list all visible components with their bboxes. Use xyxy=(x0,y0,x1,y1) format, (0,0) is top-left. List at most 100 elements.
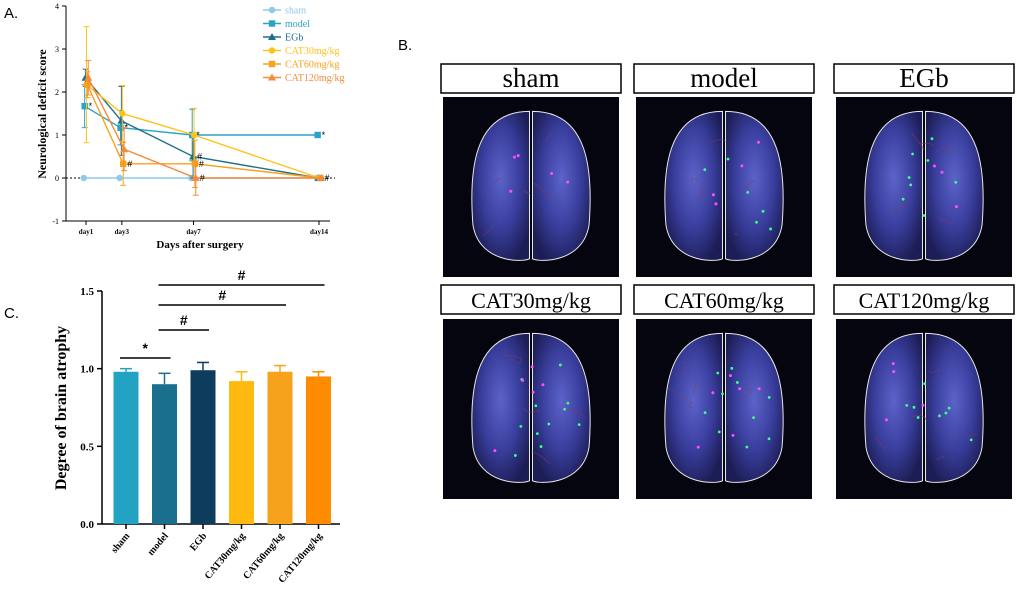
fluorescent-spot-magenta xyxy=(711,193,715,197)
brain-vessels xyxy=(668,362,752,408)
brain-panel-egb: EGb xyxy=(833,63,1015,277)
data-point xyxy=(317,174,326,181)
brain-vessel xyxy=(734,232,738,236)
brain-vessel xyxy=(482,226,493,236)
fluorescent-spot-magenta xyxy=(892,370,896,374)
fluorescent-spot-green xyxy=(534,404,538,408)
brain-panel-sham: sham xyxy=(440,63,622,277)
brain-fluorescence xyxy=(493,363,581,457)
significance-label: * xyxy=(143,340,149,356)
fluorescent-spot-green xyxy=(947,406,951,410)
brain-vessel xyxy=(688,401,694,408)
fluorescent-spot-green xyxy=(519,424,523,428)
fluorescent-spot-green xyxy=(730,366,734,370)
legend-label: EGb xyxy=(285,33,303,44)
significance-mark: # xyxy=(127,159,132,169)
legend-label: CAT60mg/kg xyxy=(285,60,339,71)
data-point xyxy=(190,131,198,139)
series-line xyxy=(86,84,320,179)
line-series-cat120mgkg: # xyxy=(84,60,326,196)
significance-mark: # xyxy=(324,173,329,183)
line-chart-ytick-label: 0 xyxy=(55,174,59,183)
brain-vessel xyxy=(692,379,698,396)
fluorescent-spot-green xyxy=(563,407,567,411)
brain-vessel xyxy=(929,368,941,374)
legend-marker xyxy=(268,20,276,27)
fluorescent-spot-green xyxy=(703,411,707,415)
fluorescent-spot-magenta xyxy=(921,403,925,407)
brain-hemisphere xyxy=(532,332,591,483)
fluorescent-spot-green xyxy=(726,157,730,161)
data-point xyxy=(81,102,88,110)
data-point xyxy=(117,116,126,124)
brain-panel-cat120mgkg: CAT120mg/kg xyxy=(833,284,1015,499)
brain-vessel xyxy=(744,180,756,190)
fluorescent-spot-green xyxy=(717,430,721,434)
panel-a-label: A. xyxy=(4,5,18,22)
brain-image-grid: sham model EGb CAT30mg/kg CAT60mg/kg CAT120mg… xyxy=(440,63,1015,499)
significance-mark: * xyxy=(89,101,93,111)
brain-vessel xyxy=(530,451,550,464)
legend-marker xyxy=(268,60,276,68)
data-point xyxy=(84,73,93,81)
fluorescent-spot-green xyxy=(909,183,913,187)
line-chart-series: ****##### xyxy=(80,26,329,196)
brain-hemisphere xyxy=(925,332,984,483)
brain-panel-title: model xyxy=(690,63,758,93)
brain-vessel xyxy=(936,456,945,460)
brain-panel-title: EGb xyxy=(899,63,949,93)
fluorescent-spot-green xyxy=(769,227,772,231)
fluorescent-spot-magenta xyxy=(566,180,570,184)
brain-vessel xyxy=(680,362,685,375)
fluorescent-spot-green xyxy=(930,137,934,141)
brain-vessel xyxy=(912,414,927,421)
bar-chart-significance: * # # # xyxy=(120,267,325,359)
bar-chart-xtick-label: sham xyxy=(109,530,133,555)
fluorescent-spot-green xyxy=(703,168,707,172)
line-chart-ylabel: Neurological deficit score xyxy=(35,49,49,179)
data-point xyxy=(120,145,129,153)
data-point xyxy=(189,152,198,160)
fluorescent-spot-magenta xyxy=(885,418,889,422)
brain-vessel xyxy=(690,177,699,188)
significance-mark: # xyxy=(200,173,205,183)
bar-chart-ytick-label: 0.5 xyxy=(80,441,94,453)
brain-image-background xyxy=(836,97,1012,277)
brain-hemisphere xyxy=(725,332,784,483)
brain-vessel xyxy=(698,186,706,200)
significance-label: # xyxy=(218,287,226,303)
panel-b-label: B. xyxy=(398,37,412,54)
fluorescent-spot-green xyxy=(954,180,958,184)
brain-vessel xyxy=(874,436,886,451)
line-chart-ytick-label: 3 xyxy=(55,45,59,54)
fluorescent-spot-green xyxy=(566,401,570,405)
bar-chart-ytick-label: 1.5 xyxy=(80,286,94,298)
bar-chart-xtick-label: model xyxy=(146,531,171,558)
brain-vessel xyxy=(918,142,934,147)
bar-2 xyxy=(190,370,216,524)
fluorescent-spot-green xyxy=(535,432,539,436)
legend-marker xyxy=(268,73,276,81)
bar-4 xyxy=(267,371,293,524)
fluorescent-spot-green xyxy=(577,423,581,427)
bar-chart-xtick-label: EGb xyxy=(188,531,210,554)
fluorescent-spot-green xyxy=(767,437,771,441)
bar-chart-bars xyxy=(113,361,331,524)
brain-panel-model: model xyxy=(633,63,815,277)
fluorescent-spot-magenta xyxy=(550,172,554,176)
brain-panel-title-box xyxy=(633,284,815,315)
line-chart-xtick-label: day1 xyxy=(79,228,94,236)
legend-label: CAT30mg/kg xyxy=(285,46,339,57)
fluorescent-spot-magenta xyxy=(740,164,744,168)
fluorescent-spot-green xyxy=(721,392,724,396)
fluorescent-spot-green xyxy=(752,416,755,420)
brain-vessel xyxy=(935,147,955,154)
brain-panel-cat30mgkg: CAT30mg/kg xyxy=(440,284,622,499)
brain-fluorescence xyxy=(703,140,772,231)
legend-label: CAT120mg/kg xyxy=(285,73,344,84)
line-chart-ytick-label: 2 xyxy=(55,88,59,97)
legend-marker xyxy=(268,47,276,54)
fluorescent-spot-magenta xyxy=(891,362,895,366)
brain-hemisphere xyxy=(664,332,723,483)
brain-image-background xyxy=(443,319,619,499)
